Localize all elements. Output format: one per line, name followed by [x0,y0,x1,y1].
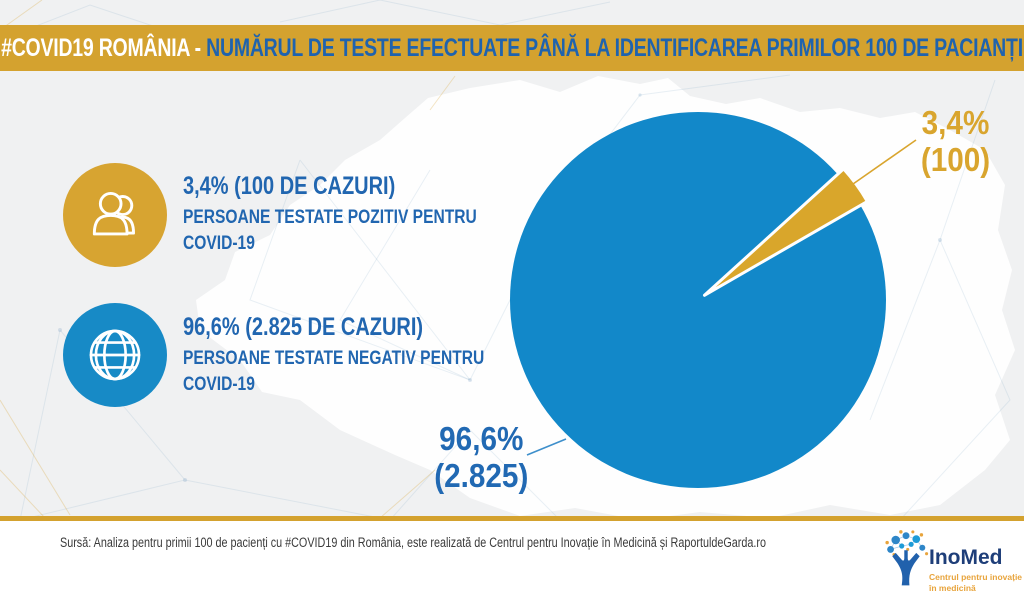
negative-stat-text: 96,6% (2.825 DE CAZURI) PERSOANE TESTATE… [183,311,550,398]
logo-tagline: Centrul pentru inovație în medicină [929,572,1022,593]
constellation-gold-lines [0,0,456,519]
negative-slice-count: (2.825) [433,457,529,494]
positive-slice-count: (100) [921,141,991,178]
positive-stat-icon-circle [63,163,167,267]
header-bar: #COVID19 ROMÂNIA - NUMĂRUL DE TESTE EFEC… [0,25,1024,71]
negative-stat-label-line1: PERSOANE TESTATE NEGATIV PENTRU [183,348,485,369]
positive-slice-label: 3,4% (100) [891,104,1021,178]
people-icon [92,192,135,236]
negative-slice-percent: 96,6% [438,420,524,457]
negative-stat-label: PERSOANE TESTATE NEGATIV PENTRU COVID-19 [183,346,484,398]
page-title: #COVID19 ROMÂNIA - NUMĂRUL DE TESTE EFEC… [1,34,1023,63]
logo-text: InoMed Centrul pentru inovație în medici… [929,547,1022,593]
logo-tagline-line2: în medicină [929,582,976,593]
logo-tagline-line1: Centrul pentru inovație [929,572,1023,582]
positive-stat-label-line1: PERSOANE TESTATE POZITIV PENTRU [183,207,477,228]
globe-icon [89,329,141,381]
pie-slice-negative [510,112,886,488]
positive-stat-value: 3,4% (100 DE CAZURI) [183,172,396,200]
negative-stat-icon-circle [63,303,167,407]
logo-tree-icon [885,530,929,586]
logo-name: InoMed [929,546,1003,569]
title-main: NUMĂRUL DE TESTE EFECTUATE PÂNĂ LA IDENT… [206,33,1023,62]
positive-stat-text: 3,4% (100 DE CAZURI) PERSOANE TESTATE PO… [183,170,541,257]
positive-slice-percent: 3,4% [922,104,990,141]
positive-stat-label: PERSOANE TESTATE POZITIV PENTRU COVID-19 [183,205,477,257]
positive-stat-label-line2: COVID-19 [183,233,255,254]
footer-divider [0,516,1024,521]
pie-slice-positive [702,167,869,297]
negative-stat-label-line2: COVID-19 [183,374,255,395]
source-text: Sursă: Analiza pentru primii 100 de paci… [60,535,766,550]
negative-stat-value: 96,6% (2.825 DE CAZURI) [183,313,424,341]
inomed-logo: InoMed Centrul pentru inovație în medici… [882,527,1022,593]
negative-slice-label-text: 96,6% (2.825) [434,420,528,494]
title-hashtag: #COVID19 ROMÂNIA - [1,33,207,62]
negative-slice-label: 96,6% (2.825) [416,420,546,494]
positive-slice-label-text: 3,4% (100) [921,104,990,178]
logo-tree-trunk [892,550,920,586]
footer: Sursă: Analiza pentru primii 100 de paci… [0,521,1024,597]
